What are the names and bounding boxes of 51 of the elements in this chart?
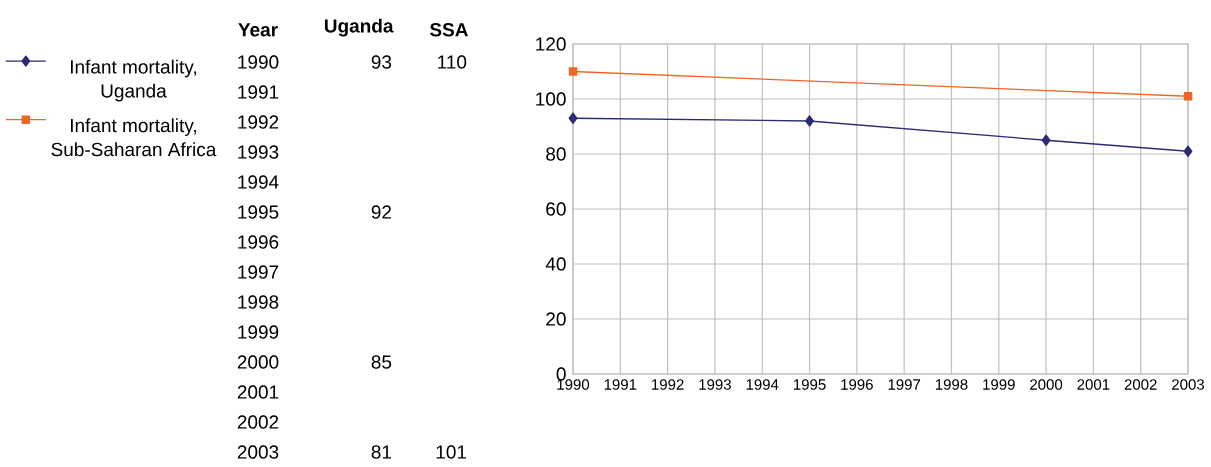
x-tick-label: 1995 bbox=[794, 379, 826, 390]
data-label: 110 bbox=[438, 55, 467, 69]
x-tick-label: 1993 bbox=[699, 379, 731, 390]
x-tick-label: 1998 bbox=[935, 379, 968, 390]
x-tick-label: 1997 bbox=[888, 379, 921, 390]
point bbox=[1183, 145, 1193, 157]
x-tick-label: 1996 bbox=[841, 379, 873, 390]
x-tick-label: 1991 bbox=[604, 379, 637, 390]
y-tick-label: 1990 bbox=[238, 55, 279, 69]
y-tick-label: 1993 bbox=[238, 145, 279, 159]
data-label: 101 bbox=[436, 445, 467, 459]
x-tick-label: 2001 bbox=[1077, 379, 1110, 390]
y-tick-label: 2000 bbox=[237, 355, 279, 369]
y-tick-label: 1996 bbox=[238, 235, 279, 249]
y-tick-label: 100 bbox=[536, 92, 566, 106]
y-tick-label: 1998 bbox=[238, 295, 279, 309]
legend-label: Infant mortality, Sub-Saharan Africa bbox=[51, 118, 217, 157]
x-tick-label: 1992 bbox=[652, 379, 684, 390]
y-tick-label: 1991 bbox=[238, 85, 279, 99]
x-tick-label: 1990 bbox=[557, 379, 590, 390]
point bbox=[1183, 92, 1193, 101]
point bbox=[805, 115, 814, 127]
point bbox=[568, 112, 578, 124]
y-tick-label: 2003 bbox=[237, 445, 279, 459]
data-label: 85 bbox=[371, 355, 392, 369]
x-tick-label: 2003 bbox=[1172, 379, 1205, 390]
legend-label: Infant mortality, Uganda bbox=[70, 59, 197, 102]
y-tick-label: 0 bbox=[556, 367, 566, 381]
x-tick-label: Uganda bbox=[324, 18, 394, 37]
y-tick-label: 2002 bbox=[237, 415, 279, 429]
data-label: 92 bbox=[371, 205, 392, 219]
y-tick-label: 40 bbox=[545, 257, 566, 271]
y-tick-label: 1995 bbox=[238, 205, 279, 219]
x-tick-label: SSA bbox=[429, 23, 468, 37]
data-label: 93 bbox=[371, 55, 392, 69]
data-label: 81 bbox=[371, 445, 392, 459]
y-tick-label: 1994 bbox=[238, 175, 279, 189]
x-tick-label: 1994 bbox=[746, 379, 779, 390]
y-tick-label: 1999 bbox=[238, 325, 279, 339]
y-tick-label: 1997 bbox=[238, 265, 279, 279]
x-tick-label: 2002 bbox=[1124, 379, 1157, 390]
y-tick-label: 80 bbox=[546, 147, 566, 161]
y-tick-label: 20 bbox=[546, 312, 566, 326]
y-tick-label: 120 bbox=[536, 37, 566, 51]
y-tick-label: 60 bbox=[546, 202, 566, 216]
y-axis-title: Year bbox=[238, 23, 278, 37]
y-tick-label: 1992 bbox=[238, 115, 279, 129]
point bbox=[568, 67, 578, 76]
point bbox=[1041, 134, 1051, 146]
x-tick-label: 1999 bbox=[983, 379, 1015, 390]
x-tick-label: 2000 bbox=[1030, 379, 1063, 390]
